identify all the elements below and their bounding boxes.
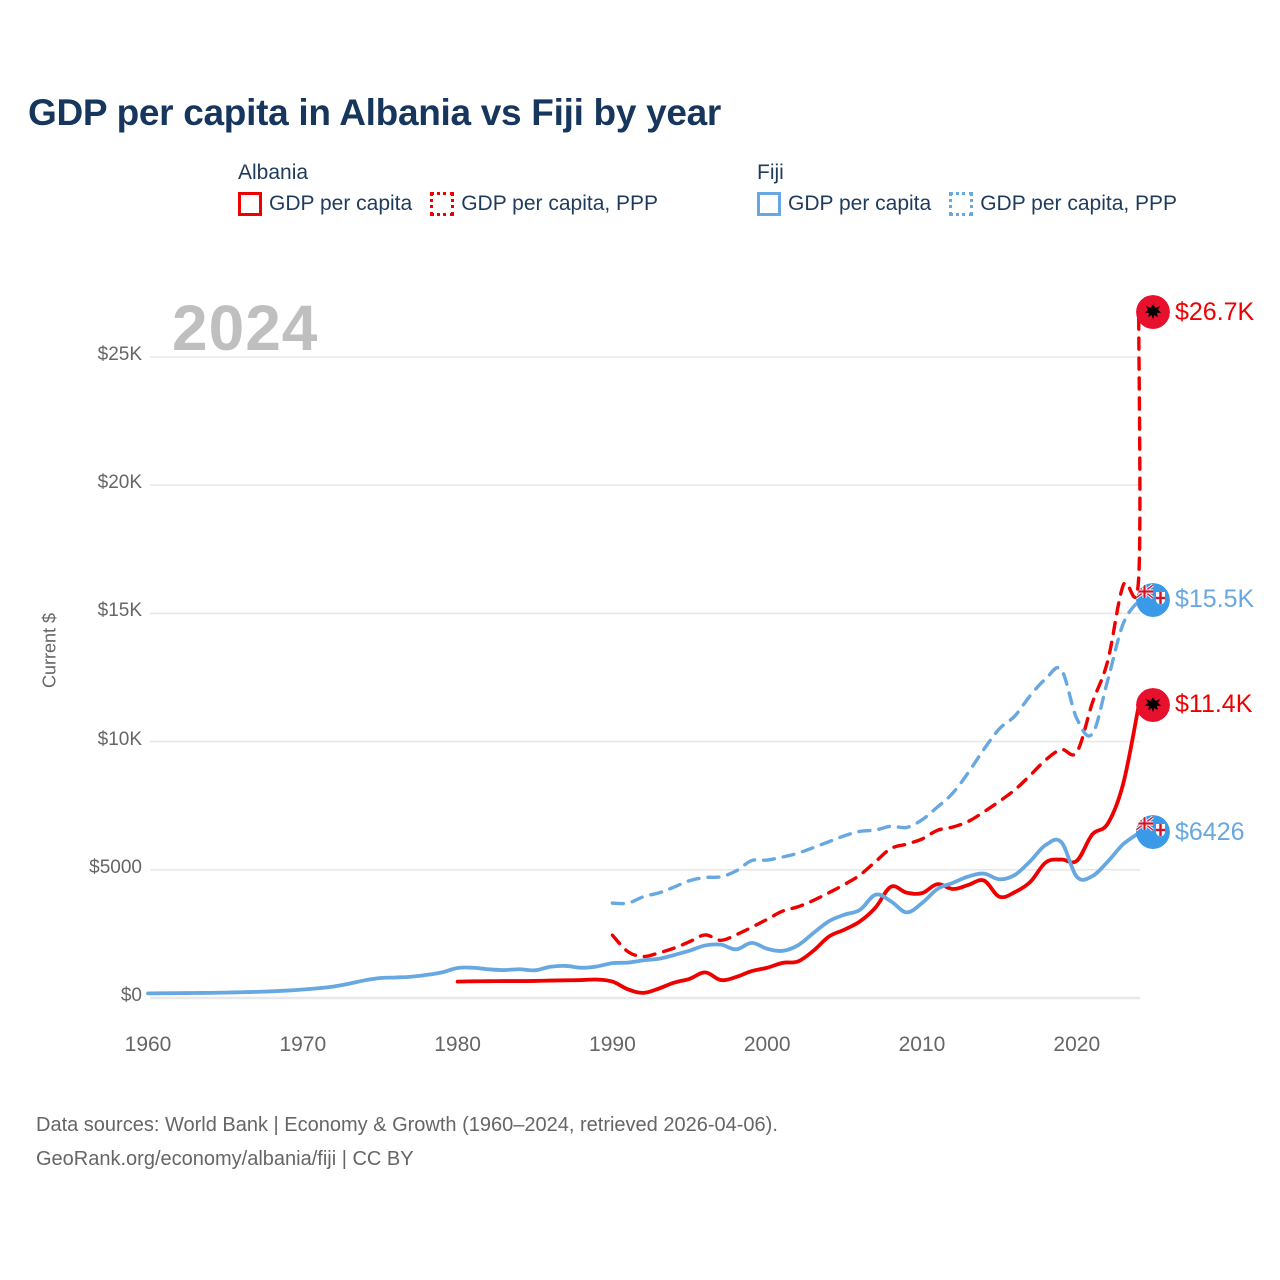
x-tick-label: 1960 [124, 1033, 172, 1056]
legend-group-albania: Albania GDP per capita GDP per capita, P… [238, 160, 658, 216]
x-tick-label: 1990 [589, 1033, 636, 1056]
fiji-flag-icon [1136, 815, 1170, 850]
x-tick-label: 1980 [434, 1033, 481, 1056]
y-tick-label: $10K [97, 728, 142, 750]
legend-label-albania-gdp: GDP per capita [269, 192, 413, 215]
legend-swatch-solid-icon [238, 192, 262, 216]
series-line [610, 598, 1141, 906]
endpoint-value: $15.5K [1175, 585, 1255, 614]
x-tick-label: 2010 [898, 1033, 946, 1056]
series-line [455, 703, 1141, 995]
legend-swatch-solid-icon [757, 192, 781, 216]
albania-flag-icon [1136, 687, 1170, 722]
series-line [146, 831, 1141, 996]
y-tick-label: $25K [97, 344, 142, 365]
footer-data-sources: Data sources: World Bank | Economy & Gro… [36, 1114, 778, 1136]
endpoint-fiji-ppp: $15.5K [1136, 582, 1255, 617]
legend-item-albania-gdp[interactable]: GDP per capita [238, 192, 412, 216]
legend-country-fiji: Fiji [757, 161, 784, 184]
albania-flag-icon [1136, 295, 1170, 330]
legend-label-albania-gdp-ppp: GDP per capita, PPP [461, 192, 659, 215]
legend-item-fiji-gdp-ppp[interactable]: GDP per capita, PPP [949, 192, 1177, 216]
fiji-flag-icon [1136, 582, 1170, 617]
endpoint-value: $11.4K [1175, 690, 1253, 719]
page-title: GDP per capita in Albania vs Fiji by yea… [28, 92, 722, 133]
legend-country-albania: Albania [238, 161, 309, 184]
watermark-year: 2024 [172, 292, 319, 364]
series-line [610, 311, 1142, 959]
legend-label-fiji-gdp-ppp: GDP per capita, PPP [980, 192, 1178, 215]
endpoint-albania-ppp: $26.7K [1136, 295, 1255, 330]
endpoint-value: $26.7K [1175, 297, 1255, 326]
endpoint-fiji-nominal: $6426 [1136, 815, 1245, 850]
y-axis-title: Current $ [39, 612, 60, 689]
legend-item-albania-gdp-ppp[interactable]: GDP per capita, PPP [430, 192, 658, 216]
legend-item-fiji-gdp[interactable]: GDP per capita [757, 192, 931, 216]
x-tick-label: 1970 [279, 1033, 327, 1056]
legend-label-fiji-gdp: GDP per capita [788, 192, 932, 215]
endpoint-albania-nominal: $11.4K [1136, 687, 1253, 722]
y-tick-label: $15K [97, 600, 142, 622]
y-tick-label: $20K [97, 472, 142, 494]
chart-legend: Albania GDP per capita GDP per capita, P… [0, 160, 1280, 242]
x-tick-label: 2000 [743, 1033, 791, 1056]
y-tick-label: $0 [120, 985, 142, 1006]
endpoint-value: $6426 [1175, 817, 1245, 846]
chart-footer: Data sources: World Bank | Economy & Gro… [36, 1108, 778, 1176]
footer-attribution: GeoRank.org/economy/albania/fiji | CC BY [36, 1148, 414, 1170]
legend-group-fiji: Fiji GDP per capita GDP per capita, PPP [757, 160, 1177, 216]
x-tick-label: 2020 [1053, 1033, 1101, 1056]
y-tick-label: $5000 [89, 856, 142, 878]
legend-swatch-dotted-icon [430, 192, 455, 216]
legend-swatch-dotted-icon [949, 192, 974, 216]
